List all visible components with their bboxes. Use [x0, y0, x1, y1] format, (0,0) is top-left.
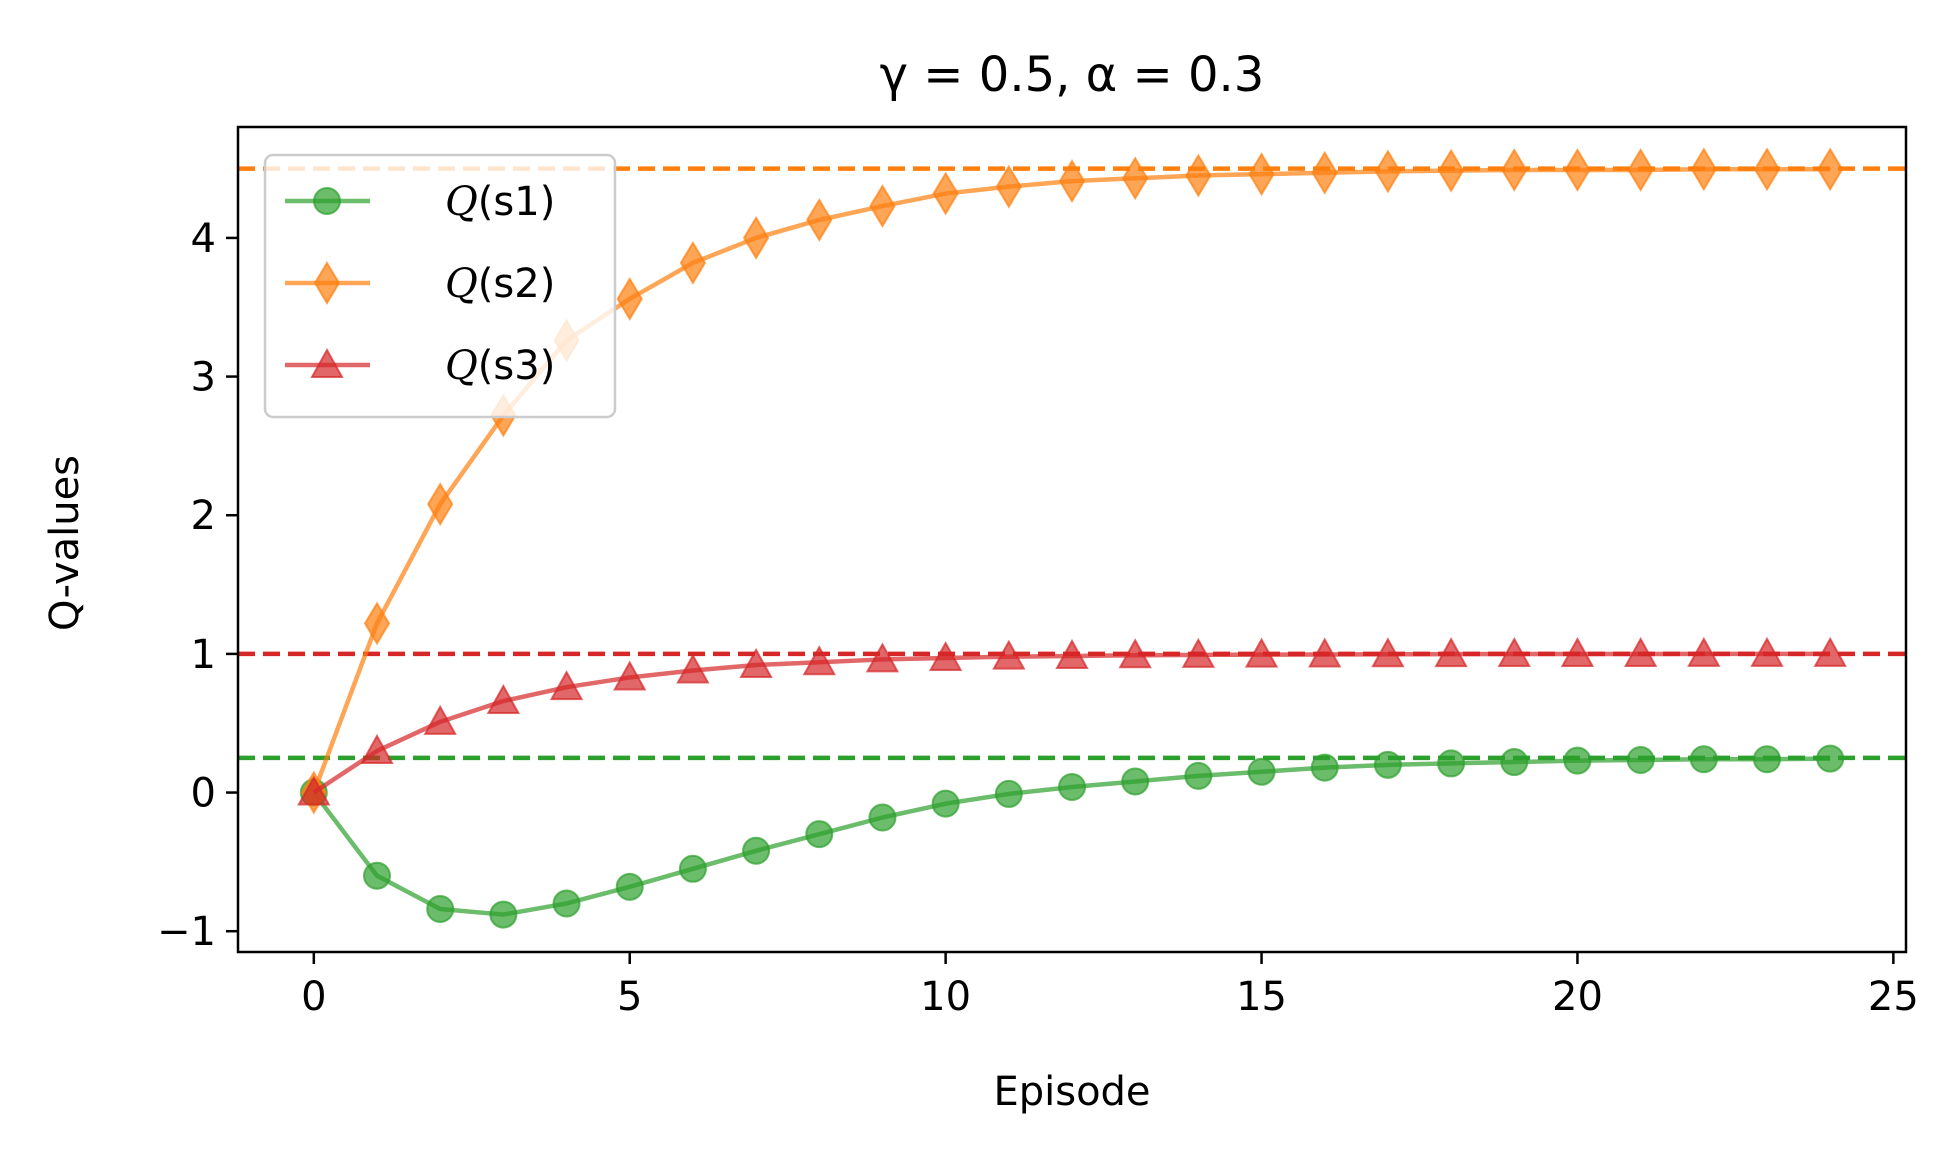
legend-marker-s3 — [310, 347, 344, 378]
data-point-s2 — [1564, 148, 1591, 192]
data-point-s1 — [1689, 745, 1718, 774]
data-point-s2 — [806, 197, 833, 242]
data-point-s3 — [992, 639, 1026, 670]
legend-marker-s2 — [313, 261, 341, 305]
chart-title: γ = 0.5, α = 0.3 — [880, 47, 1265, 103]
data-point-s3 — [1434, 637, 1468, 668]
data-point-s3 — [739, 647, 773, 678]
data-point-s2 — [932, 171, 959, 216]
y-tick-label: 2 — [191, 493, 216, 539]
data-point-s1 — [868, 803, 897, 832]
data-point-s1 — [1121, 767, 1150, 796]
data-point-s1 — [678, 854, 707, 883]
data-point-s3 — [802, 645, 836, 676]
x-tick-label: 20 — [1552, 974, 1603, 1020]
data-point-s3 — [928, 640, 963, 672]
data-point-s1 — [489, 900, 518, 929]
data-point-s3 — [1181, 637, 1216, 668]
x-tick-label: 25 — [1868, 974, 1919, 1020]
y-tick-label: 0 — [191, 771, 216, 817]
data-point-s1 — [426, 895, 455, 924]
data-point-s3 — [549, 670, 584, 701]
data-point-s2 — [1753, 147, 1781, 192]
axes: 0 5 10 15 20 25 −1 0 1 2 3 4 — [157, 125, 1919, 1020]
data-point-s1 — [1058, 773, 1086, 801]
data-point-s2 — [1374, 149, 1402, 194]
data-point-s2 — [1185, 153, 1212, 198]
data-point-s1 — [1310, 753, 1339, 782]
data-point-s3 — [1055, 638, 1089, 669]
data-point-s2 — [1437, 148, 1465, 193]
data-point-s1 — [552, 889, 581, 918]
legend-marker-s1 — [313, 187, 341, 215]
data-point-s3 — [1687, 636, 1721, 667]
data-point-s1 — [615, 872, 644, 901]
data-point-s1 — [1373, 750, 1402, 779]
data-point-s1 — [994, 779, 1023, 808]
data-point-s3 — [865, 642, 900, 673]
data-point-s1 — [1753, 745, 1781, 774]
x-axis-label: Episode — [993, 1069, 1150, 1115]
x-tick-label: 0 — [301, 974, 326, 1020]
data-point-s2 — [1311, 150, 1338, 195]
data-point-s3 — [360, 733, 394, 764]
data-point-s3 — [1750, 636, 1784, 667]
data-point-s3 — [613, 660, 647, 691]
y-tick-label: 1 — [191, 632, 216, 678]
y-tick-label: 3 — [191, 355, 216, 401]
data-point-s1 — [1626, 745, 1655, 774]
x-tick-label: 15 — [1236, 974, 1287, 1020]
legend: Q(s1) Q(s2) Q(s3) — [263, 153, 617, 419]
data-point-s1 — [742, 836, 771, 865]
data-point-s2 — [995, 164, 1022, 209]
data-point-s2 — [1501, 148, 1528, 192]
legend-label-s3: Q(s3) — [445, 343, 555, 389]
data-point-s2 — [1690, 147, 1717, 192]
data-point-s2 — [363, 601, 391, 646]
x-tick-label: 10 — [920, 974, 971, 1020]
data-point-s3 — [1308, 637, 1342, 668]
data-point-s3 — [486, 683, 521, 715]
y-tick-label: −1 — [157, 909, 216, 955]
data-point-s2 — [1122, 156, 1149, 201]
legend-box — [263, 153, 617, 419]
data-point-s2 — [1817, 147, 1844, 192]
data-point-s2 — [1627, 148, 1654, 192]
data-point-s3 — [1813, 636, 1847, 667]
data-point-s1 — [931, 789, 960, 818]
legend-label-s2: Q(s2) — [445, 261, 555, 307]
data-point-s3 — [676, 653, 710, 684]
series-line-s3 — [312, 651, 1831, 795]
data-point-s1 — [805, 820, 834, 849]
data-point-s3 — [1623, 636, 1658, 668]
data-point-s2 — [742, 215, 770, 260]
data-point-s3 — [1118, 638, 1152, 669]
data-point-s2 — [869, 184, 896, 228]
data-point-s1 — [1184, 761, 1213, 790]
data-point-s3 — [1244, 637, 1279, 668]
x-tick-label: 5 — [617, 974, 642, 1020]
y-tick-label: 4 — [191, 216, 216, 262]
data-point-s2 — [1248, 152, 1275, 197]
plot-frame — [236, 125, 1908, 954]
legend-label-s1: Q(s1) — [445, 179, 555, 225]
data-point-s3 — [423, 704, 457, 735]
data-point-s2 — [1058, 159, 1086, 204]
data-point-s1 — [1437, 749, 1466, 778]
data-point-s1 — [1500, 748, 1529, 777]
y-axis-label: Q-values — [42, 455, 88, 631]
data-point-s1 — [1563, 746, 1592, 775]
data-point-s1 — [1247, 757, 1276, 786]
data-point-s3 — [1371, 637, 1405, 668]
data-point-s2 — [616, 276, 643, 321]
data-point-s3 — [1560, 636, 1595, 668]
data-point-s3 — [297, 775, 331, 806]
data-point-s2 — [427, 482, 454, 527]
data-point-s2 — [679, 240, 707, 285]
data-point-s1 — [1816, 744, 1845, 773]
data-point-s1 — [363, 861, 391, 890]
data-point-s3 — [1497, 636, 1531, 668]
